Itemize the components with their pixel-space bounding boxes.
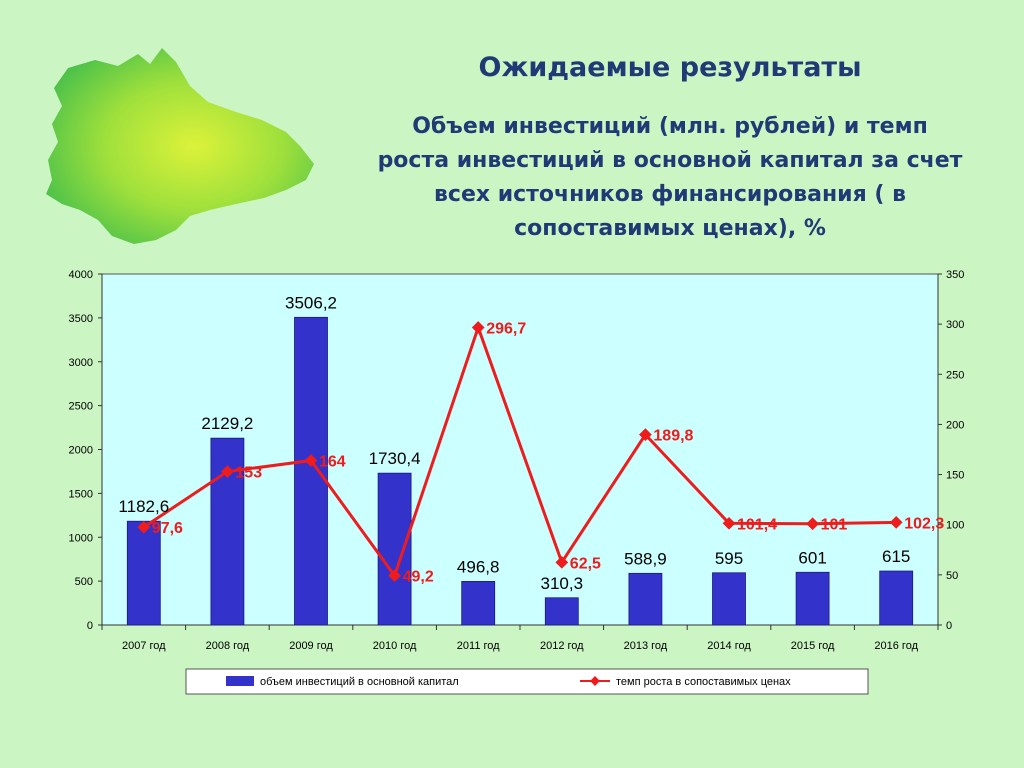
bar (712, 572, 746, 626)
x-axis-tick-label: 2012 год (540, 640, 584, 652)
left-axis-tick-label: 1000 (69, 532, 93, 544)
subtitle-line: сопоставимых ценах), % (514, 216, 826, 241)
left-axis-tick-label: 3000 (69, 357, 93, 369)
bar (544, 597, 579, 626)
bar (628, 572, 663, 626)
bar-data-label: 310,3 (541, 574, 584, 593)
right-axis-tick-label: 0 (946, 620, 952, 632)
legend: объем инвестиций в основной капитал темп… (185, 668, 869, 695)
bar-series (126, 316, 914, 626)
bar-data-label: 601 (798, 548, 826, 567)
right-axis-tick-label: 150 (946, 470, 964, 482)
right-axis-tick-label: 300 (946, 319, 964, 331)
left-axis-tick-label: 2500 (69, 401, 93, 413)
legend-bar-label: объем инвестиций в основной капитал (260, 676, 459, 688)
bar (461, 581, 496, 626)
region-map-icon (46, 48, 314, 244)
bar (377, 472, 412, 626)
x-axis-tick-label: 2009 год (289, 640, 333, 652)
x-axis-tick-label: 2016 год (874, 640, 918, 652)
bar (294, 316, 328, 626)
bar (879, 570, 914, 626)
line-data-label: 62,5 (570, 555, 601, 572)
bar-data-label: 588,9 (624, 549, 667, 568)
left-axis-tick-label: 0 (87, 620, 93, 632)
bar-data-label: 1730,4 (369, 449, 421, 468)
bar-data-label: 2129,2 (201, 414, 253, 433)
bar-data-labels: 1182,6 2129,2 3506,2 1730,4 496,8 310,3 588,9 5… (118, 293, 910, 592)
line-data-label: 49,2 (403, 569, 434, 586)
line-point (221, 465, 234, 478)
bar-data-label: 3506,2 (285, 293, 337, 312)
x-axis-ticks: 2007 год 2008 год 2009 год 2010 год 2011 год… (101, 625, 939, 652)
bar-data-label: 496,8 (457, 557, 500, 576)
x-axis-tick-label: 2011 год (457, 640, 500, 652)
left-axis-tick-label: 1500 (69, 488, 93, 500)
right-axis-tick-label: 50 (946, 570, 958, 582)
x-axis-tick-label: 2015 год (791, 640, 835, 652)
x-axis-tick-label: 2008 год (206, 640, 250, 652)
line-data-label: 296,7 (486, 320, 526, 337)
x-axis-tick-label: 2010 год (373, 640, 417, 652)
left-axis-tick-label: 500 (75, 576, 93, 588)
line-point (304, 454, 318, 467)
line-path (142, 322, 897, 579)
subtitle-line: роста инвестиций в основной капитал за с… (377, 148, 963, 173)
line-data-label: 102,3 (904, 515, 944, 532)
line-data-labels: 97,6 153 164 49,2 296,7 62,5 189,8 101,4 101 102,… (152, 320, 945, 585)
bar-data-label: 595 (715, 549, 743, 568)
line-data-label: 97,6 (152, 520, 183, 537)
right-axis-tick-label: 100 (946, 520, 964, 532)
subtitle-line: всех источников финансирования ( в (433, 182, 906, 207)
left-axis-tick-label: 3500 (69, 313, 93, 325)
legend-box (185, 668, 869, 695)
right-axis-tick-label: 250 (946, 369, 964, 381)
left-axis-ticks: 0 500 1000 1500 2000 2500 3000 3500 4000 (69, 269, 102, 632)
legend-bar-swatch (226, 676, 254, 686)
chart-subtitle: Объем инвестиций (млн. рублей) и темп ро… (350, 110, 990, 246)
line-data-label: 101 (821, 517, 848, 534)
subtitle-line: Объем инвестиций (млн. рублей) и темп (412, 114, 928, 139)
line-data-label: 189,8 (653, 428, 693, 445)
x-axis-tick-label: 2014 год (707, 640, 751, 652)
x-axis-tick-label: 2007 год (122, 640, 166, 652)
bar (795, 571, 830, 626)
left-axis-tick-label: 4000 (69, 269, 93, 281)
line-point (471, 321, 485, 334)
bar (126, 520, 161, 626)
page-title: Ожидаемые результаты (478, 52, 862, 83)
line-data-label: 101,4 (737, 516, 777, 533)
bar-data-label: 1182,6 (118, 497, 169, 516)
left-axis-tick-label: 2000 (69, 445, 93, 457)
right-axis-tick-label: 350 (946, 269, 964, 281)
line-data-label: 153 (235, 465, 262, 482)
legend-line-marker (590, 676, 600, 686)
x-axis-tick-label: 2013 год (624, 640, 668, 652)
right-axis-tick-label: 200 (946, 419, 964, 431)
bar-data-label: 615 (882, 547, 910, 566)
line-series (137, 321, 903, 583)
right-axis-ticks: 0 50 100 150 200 250 300 350 (938, 269, 964, 632)
legend-line-label: темп роста в сопоставимых ценах (616, 676, 791, 688)
line-data-label: 164 (319, 454, 346, 471)
